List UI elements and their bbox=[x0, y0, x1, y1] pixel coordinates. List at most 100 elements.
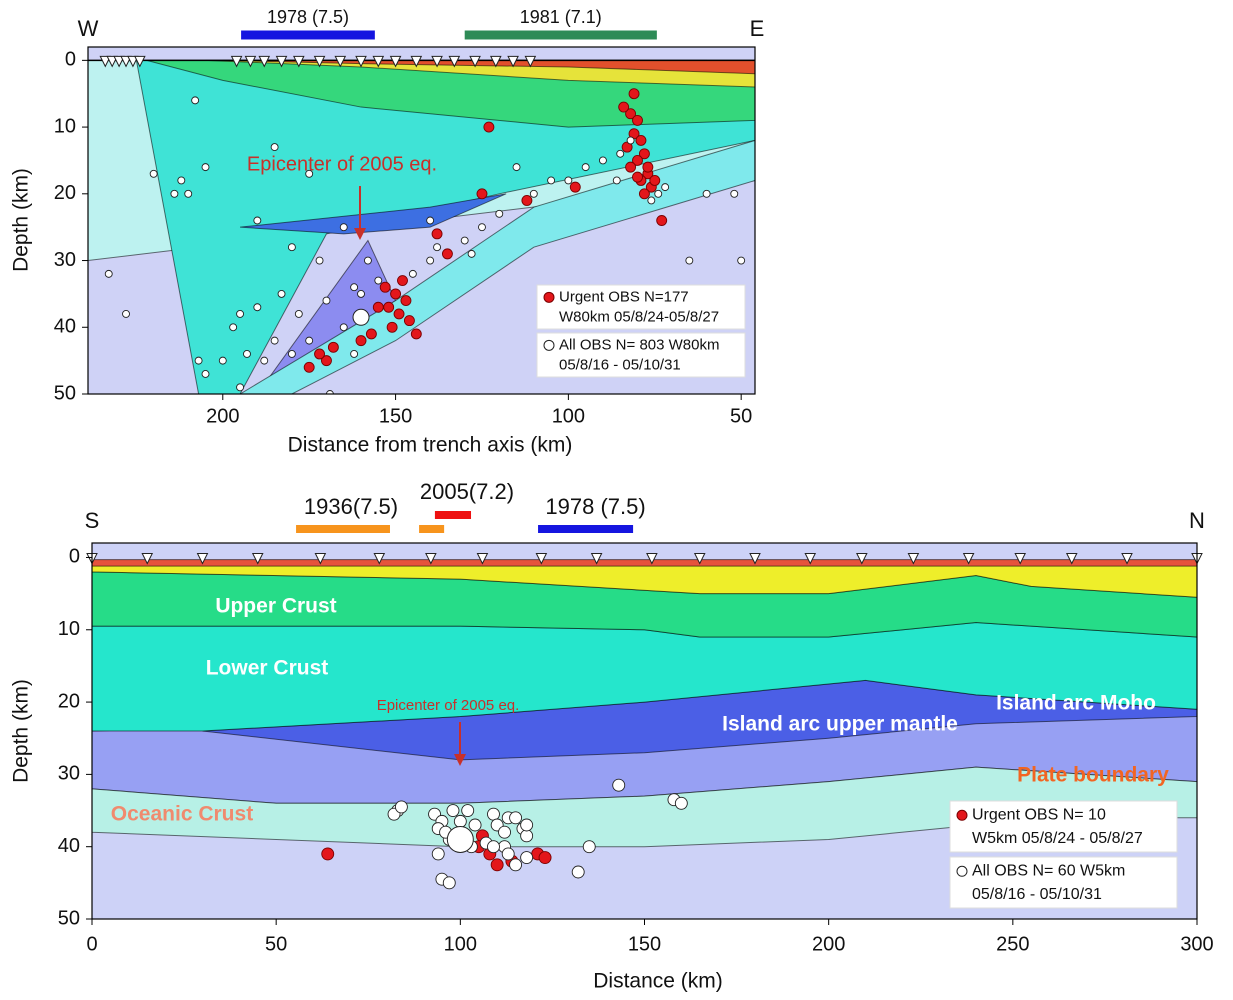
urgent-obs-event bbox=[373, 302, 383, 312]
urgent-obs-event bbox=[657, 216, 667, 226]
y-tick-label: 10 bbox=[54, 115, 76, 137]
y-tick-label: 30 bbox=[58, 763, 80, 785]
figure: 2001501005001020304050Distance from tren… bbox=[0, 0, 1233, 1000]
all-obs-event bbox=[306, 337, 313, 344]
all-obs-event bbox=[548, 177, 555, 184]
urgent-obs-event bbox=[632, 172, 642, 182]
all-obs-event bbox=[434, 244, 441, 251]
urgent-obs-event bbox=[619, 102, 629, 112]
urgent-obs-event bbox=[442, 249, 452, 259]
urgent-obs-event bbox=[626, 162, 636, 172]
y-axis-label: Depth (km) bbox=[10, 679, 33, 783]
urgent-obs-event bbox=[570, 182, 580, 192]
legend-period: W80km 05/8/24-05/8/27 bbox=[559, 309, 719, 326]
rupture-zone bbox=[435, 511, 471, 519]
all-obs-event bbox=[254, 217, 261, 224]
urgent-obs-event bbox=[636, 135, 646, 145]
all-obs-event bbox=[521, 830, 533, 842]
legend-label: All OBS N= 803 W80km bbox=[559, 336, 719, 353]
urgent-obs-event bbox=[356, 336, 366, 346]
y-tick-label: 20 bbox=[58, 690, 80, 712]
all-obs-event bbox=[565, 177, 572, 184]
urgent-obs-event bbox=[522, 195, 532, 205]
all-obs-event bbox=[572, 866, 584, 878]
y-tick-label: 10 bbox=[58, 618, 80, 640]
x-tick-label: 50 bbox=[730, 405, 752, 427]
all-obs-event bbox=[171, 190, 178, 197]
legend-marker bbox=[957, 866, 967, 876]
all-obs-event bbox=[409, 270, 416, 277]
all-obs-event bbox=[219, 357, 226, 364]
all-obs-event bbox=[521, 852, 533, 864]
annotation: Island arc Moho bbox=[996, 692, 1156, 715]
urgent-obs-event bbox=[384, 302, 394, 312]
legend-period: 05/8/16 - 05/10/31 bbox=[972, 886, 1102, 903]
all-obs-event bbox=[648, 197, 655, 204]
all-obs-event bbox=[468, 250, 475, 257]
x-tick-label: 200 bbox=[812, 933, 845, 955]
urgent-obs-event bbox=[304, 362, 314, 372]
all-obs-event bbox=[105, 270, 112, 277]
all-obs-event bbox=[185, 190, 192, 197]
all-obs-event bbox=[530, 190, 537, 197]
legend-label: All OBS N= 60 W5km bbox=[972, 862, 1125, 879]
direction-label: W bbox=[78, 16, 99, 41]
mainshock bbox=[447, 826, 473, 852]
urgent-obs-event bbox=[477, 189, 487, 199]
rupture-label: 1978 (7.5) bbox=[545, 494, 645, 519]
urgent-obs-event bbox=[366, 329, 376, 339]
x-axis-label: Distance from trench axis (km) bbox=[288, 434, 573, 457]
all-obs-event bbox=[288, 350, 295, 357]
legend-label: Urgent OBS N=177 bbox=[559, 288, 689, 305]
urgent-obs-event bbox=[387, 322, 397, 332]
x-tick-label: 150 bbox=[379, 405, 412, 427]
all-obs-event bbox=[323, 297, 330, 304]
urgent-obs-event bbox=[539, 852, 551, 864]
all-obs-event bbox=[237, 384, 244, 391]
direction-label: S bbox=[85, 508, 100, 533]
urgent-obs-event bbox=[639, 189, 649, 199]
all-obs-event bbox=[195, 357, 202, 364]
all-obs-event bbox=[487, 808, 499, 820]
all-obs-event bbox=[254, 304, 261, 311]
x-tick-label: 150 bbox=[628, 933, 661, 955]
y-tick-label: 40 bbox=[54, 316, 76, 338]
urgent-obs-event bbox=[484, 122, 494, 132]
annotation: Epicenter of 2005 eq. bbox=[377, 697, 520, 714]
annotation: Epicenter of 2005 eq. bbox=[247, 153, 437, 175]
all-obs-event bbox=[469, 819, 481, 831]
all-obs-event bbox=[662, 184, 669, 191]
urgent-obs-event bbox=[650, 175, 660, 185]
all-obs-event bbox=[582, 164, 589, 171]
all-obs-event bbox=[502, 848, 514, 860]
urgent-obs-event bbox=[643, 162, 653, 172]
urgent-obs-event bbox=[315, 349, 325, 359]
rupture-label: 1981 (7.1) bbox=[520, 7, 602, 27]
x-tick-label: 200 bbox=[206, 405, 239, 427]
annotation: Plate boundary bbox=[1017, 764, 1169, 787]
y-tick-label: 30 bbox=[54, 249, 76, 271]
all-obs-event bbox=[703, 190, 710, 197]
urgent-obs-event bbox=[629, 89, 639, 99]
legend-period: 05/8/16 - 05/10/31 bbox=[559, 357, 681, 374]
all-obs-event bbox=[202, 164, 209, 171]
all-obs-event bbox=[499, 826, 511, 838]
all-obs-event bbox=[351, 350, 358, 357]
rupture-zone bbox=[538, 525, 633, 533]
legend-marker bbox=[544, 292, 554, 302]
x-axis-label: Distance (km) bbox=[593, 970, 723, 993]
urgent-obs-event bbox=[491, 859, 503, 871]
all-obs-event bbox=[358, 290, 365, 297]
urgent-obs-event bbox=[394, 309, 404, 319]
all-obs-event bbox=[731, 190, 738, 197]
annotation: Upper Crust bbox=[215, 595, 336, 618]
all-obs-event bbox=[487, 841, 499, 853]
all-obs-event bbox=[462, 805, 474, 817]
all-obs-event bbox=[237, 310, 244, 317]
all-obs-event bbox=[510, 812, 522, 824]
all-obs-event bbox=[295, 310, 302, 317]
urgent-obs-event bbox=[391, 289, 401, 299]
all-obs-event bbox=[521, 819, 533, 831]
rupture-label: 1978 (7.5) bbox=[267, 7, 349, 27]
urgent-obs-event bbox=[401, 296, 411, 306]
